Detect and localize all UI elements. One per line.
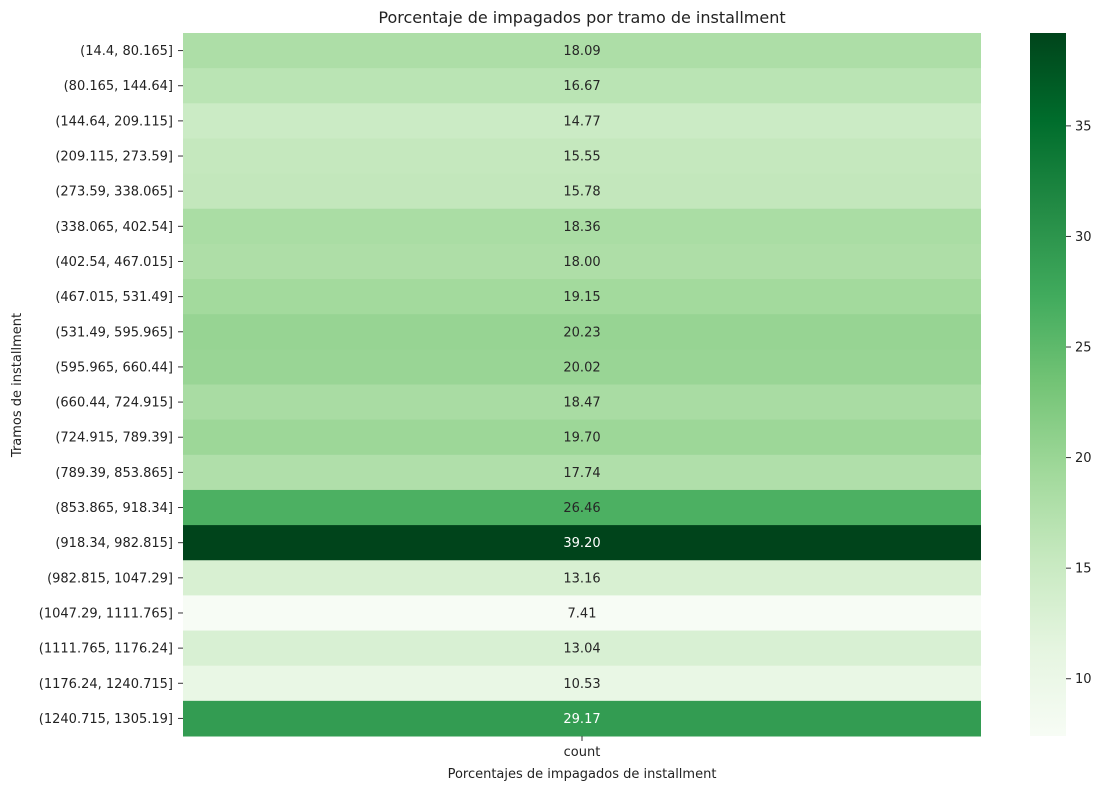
heatmap-cell bbox=[183, 103, 981, 139]
y-tick-label: (338.065, 402.54] bbox=[55, 220, 173, 235]
heatmap-cell bbox=[183, 138, 981, 175]
cell-value-label: 13.04 bbox=[563, 642, 600, 657]
y-tick-label: (789.39, 853.865] bbox=[55, 466, 173, 481]
heatmap-cell bbox=[183, 595, 981, 632]
colorbar bbox=[1030, 33, 1066, 736]
colorbar-tick-label: 20 bbox=[1075, 451, 1092, 466]
heatmap-cells: 18.09 16.67 14.77 15.55 15.78 18.36 18.00 19.15… bbox=[183, 33, 981, 737]
heatmap-cell bbox=[183, 314, 981, 350]
y-tick-label: (918.34, 982.815] bbox=[55, 536, 173, 551]
y-tick-label: (1111.765, 1176.24] bbox=[39, 642, 173, 657]
x-tick-label: count bbox=[564, 745, 601, 760]
cell-value-label: 20.23 bbox=[563, 325, 600, 340]
cell-value-label: 14.77 bbox=[563, 114, 600, 129]
heatmap-cell bbox=[183, 665, 981, 702]
y-tick-label: (531.49, 595.965] bbox=[55, 325, 173, 340]
cell-value-label: 18.00 bbox=[563, 255, 600, 270]
cell-value-label: 19.70 bbox=[563, 431, 600, 446]
x-axis-label: Porcentajes de impagados de installment bbox=[448, 767, 717, 782]
colorbar-tick-label: 30 bbox=[1075, 230, 1092, 245]
heatmap-cell bbox=[183, 489, 981, 526]
y-tick-label: (209.115, 273.59] bbox=[55, 150, 173, 165]
cell-value-label: 19.15 bbox=[563, 290, 600, 305]
y-axis-label: Tramos de installment bbox=[10, 313, 25, 458]
cell-value-label: 29.17 bbox=[563, 712, 600, 727]
heatmap-cell bbox=[183, 68, 981, 104]
cell-value-label: 13.16 bbox=[563, 571, 600, 586]
heatmap-cell bbox=[183, 33, 981, 69]
cell-value-label: 7.41 bbox=[568, 606, 597, 621]
cell-value-label: 16.67 bbox=[563, 79, 600, 94]
y-tick-label: (595.965, 660.44] bbox=[55, 360, 173, 375]
heatmap-cell bbox=[183, 419, 981, 456]
colorbar-tick-label: 25 bbox=[1075, 341, 1092, 356]
cell-value-label: 20.02 bbox=[563, 360, 600, 375]
y-tick-label: (80.165, 144.64] bbox=[64, 79, 173, 94]
x-axis-ticks: count bbox=[564, 736, 601, 760]
y-tick-label: (1047.29, 1111.765] bbox=[39, 606, 173, 621]
y-tick-label: (1176.24, 1240.715] bbox=[39, 677, 173, 692]
heatmap-cell bbox=[183, 173, 981, 210]
cell-value-label: 17.74 bbox=[563, 466, 600, 481]
heatmap-cell bbox=[183, 384, 981, 421]
y-axis-ticks: (14.4, 80.165] (80.165, 144.64] (144.64, 2… bbox=[39, 44, 183, 727]
cell-value-label: 10.53 bbox=[563, 677, 600, 692]
y-tick-label: (724.915, 789.39] bbox=[55, 431, 173, 446]
chart-title: Porcentaje de impagados por tramo de ins… bbox=[378, 8, 785, 27]
colorbar-ticks: 10 15 20 25 30 35 bbox=[1066, 119, 1092, 687]
heatmap-cell bbox=[183, 700, 981, 737]
cell-value-label: 18.47 bbox=[563, 396, 600, 411]
y-tick-label: (982.815, 1047.29] bbox=[47, 571, 173, 586]
colorbar-tick-label: 35 bbox=[1075, 119, 1092, 134]
y-tick-label: (660.44, 724.915] bbox=[55, 396, 173, 411]
cell-value-label: 26.46 bbox=[563, 501, 600, 516]
heatmap-cell bbox=[183, 349, 981, 385]
cell-value-label: 39.20 bbox=[563, 536, 600, 551]
heatmap-cell bbox=[183, 630, 981, 667]
cell-value-label: 15.55 bbox=[563, 150, 600, 165]
y-tick-label: (14.4, 80.165] bbox=[80, 44, 173, 59]
y-tick-label: (144.64, 209.115] bbox=[55, 114, 173, 129]
cell-value-label: 18.09 bbox=[563, 44, 600, 59]
heatmap-cell bbox=[183, 243, 981, 280]
y-tick-label: (402.54, 467.015] bbox=[55, 255, 173, 270]
colorbar-tick-label: 15 bbox=[1075, 562, 1092, 577]
y-tick-label: (1240.715, 1305.19] bbox=[39, 712, 173, 727]
heatmap-cell bbox=[183, 454, 981, 491]
y-tick-label: (273.59, 338.065] bbox=[55, 185, 173, 200]
y-tick-label: (853.865, 918.34] bbox=[55, 501, 173, 516]
cell-value-label: 18.36 bbox=[563, 220, 600, 235]
colorbar-tick-label: 10 bbox=[1075, 672, 1092, 687]
cell-value-label: 15.78 bbox=[563, 185, 600, 200]
heatmap-cell bbox=[183, 560, 981, 596]
y-tick-label: (467.015, 531.49] bbox=[55, 290, 173, 305]
heatmap-cell bbox=[183, 279, 981, 315]
heatmap-cell bbox=[183, 208, 981, 245]
heatmap-cell bbox=[183, 525, 981, 561]
